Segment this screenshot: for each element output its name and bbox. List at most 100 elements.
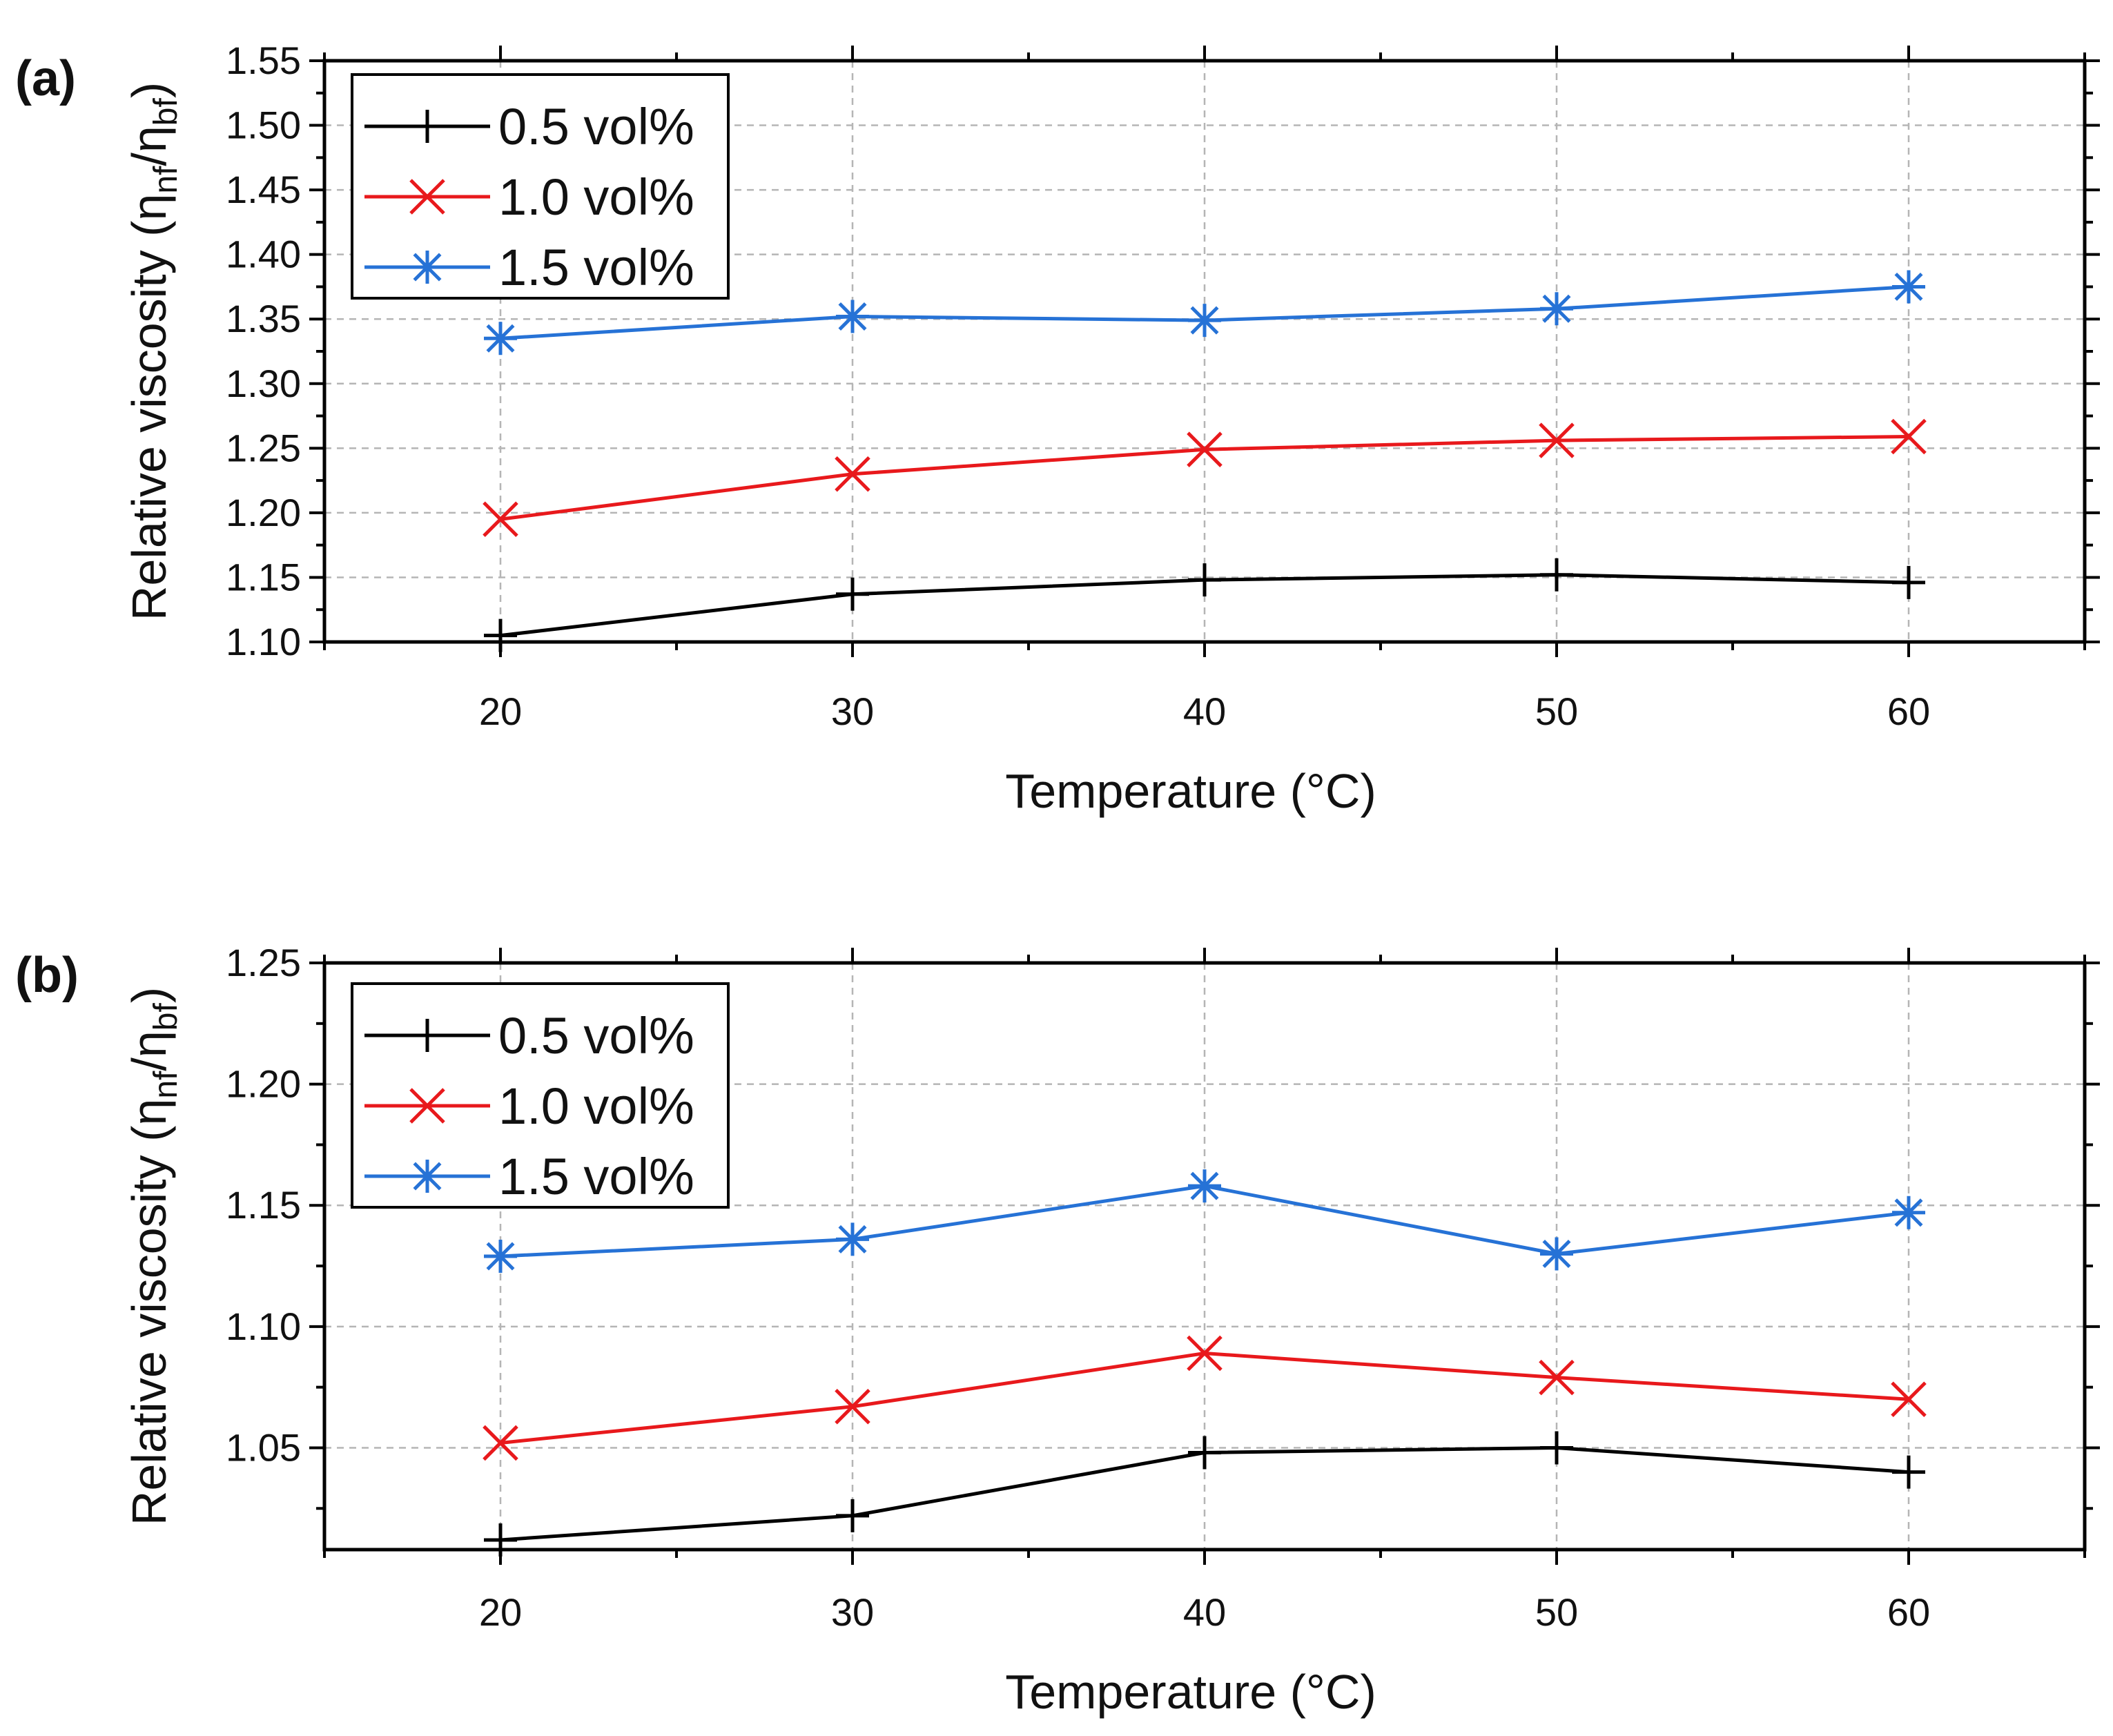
data-point [484,1523,517,1557]
x-tick-label: 50 [1535,690,1578,733]
data-point [1891,1381,1927,1417]
data-point [483,1425,518,1461]
x-marker-stroke-2 [1539,422,1575,458]
y-tick-label: 1.15 [226,1183,301,1227]
legend: 0.5 vol% 1.0 vol% 1.5 vol% [351,73,730,300]
y-axis-title-subscript: nf [148,166,184,194]
series-0 [484,558,1925,652]
y-axis-title-part: ) [122,987,176,1003]
y-tick-label: 1.25 [226,941,301,984]
y-axis-title-part: /η [122,126,176,166]
legend-label: 1.5 vol% [498,1148,694,1205]
x-axis-title: Temperature (°C) [1005,1665,1376,1719]
x-tick-label: 60 [1887,690,1930,733]
axes-frame [322,59,2087,644]
legend-marker [411,1019,444,1052]
legend-item: 1.0 vol% [364,168,694,226]
x-tick-label: 30 [831,690,874,733]
data-point [1892,270,1925,304]
x-axis-title: Temperature (°C) [1005,764,1376,818]
legend-box [351,982,730,1209]
y-axis-title-part: /η [122,1031,176,1071]
x-marker-stroke-2 [409,1088,445,1124]
y-tick-label: 1.45 [226,168,301,211]
legend-label: 0.5 vol% [498,1007,694,1064]
series-2 [484,270,1925,355]
y-tick-label: 1.10 [226,620,301,663]
tick-marks [309,948,2100,1565]
legend-marker [409,1088,445,1124]
y-tick-labels: 1.10 1.15 1.20 1.25 1.30 1.35 1.40 1.45 1.50 1.55 [226,39,301,663]
legend-item: 1.5 vol% [364,239,694,296]
x-tick-label: 20 [479,690,522,733]
star-marker-d2 [486,324,515,353]
x-tick-labels: 20 30 40 50 60 [479,1590,1930,1634]
data-point [484,322,517,355]
data-point [1187,1335,1223,1372]
star-marker-d2 [1894,272,1923,301]
x-marker-stroke-2 [835,456,870,492]
data-point [1188,563,1221,597]
plot-area [483,1169,1927,1557]
legend-label: 1.5 vol% [498,239,694,296]
star-marker-d2 [1542,294,1571,323]
data-point [836,1222,869,1256]
grid-lines [324,61,2085,642]
y-tick-label: 1.10 [226,1305,301,1348]
y-tick-label: 1.25 [226,426,301,469]
star-marker-d2 [413,253,442,282]
y-axis-title-subscript: bf [148,98,184,126]
y-axis-title-part: Relative viscosity (η [122,1099,176,1526]
y-axis-title-subscript: nf [148,1071,184,1099]
star-marker-d2 [486,1242,515,1271]
series-0 [484,1431,1925,1557]
star-marker-d2 [1894,1198,1923,1227]
data-point [1891,418,1927,455]
data-point [483,501,518,538]
plot-area [483,270,1927,652]
data-point [836,1499,869,1532]
star-marker-d2 [1190,1171,1219,1200]
legend-item: 1.0 vol% [364,1077,694,1135]
data-point [1188,1436,1221,1470]
y-tick-labels: 1.05 1.10 1.15 1.20 1.25 [226,941,301,1469]
x-tick-label: 40 [1183,690,1226,733]
data-point [1892,1196,1925,1229]
data-point [484,1240,517,1273]
y-tick-label: 1.35 [226,297,301,340]
y-axis-title: Relative viscosity (ηnf/ηbf) [122,987,184,1525]
data-point [836,577,869,611]
chart-panel-a: (a) 20 30 40 50 60 1.10 1.15 1.20 1.25 1.30 1.35 1.4… [15,39,2100,818]
x-marker-stroke-2 [409,179,445,215]
data-point [1539,1359,1575,1396]
y-axis-title-part: Relative viscosity (η [122,194,176,621]
data-point [1187,431,1223,467]
x-marker-stroke-2 [1187,1335,1223,1372]
data-point [835,456,870,492]
legend-marker [409,179,445,215]
y-tick-label: 1.05 [226,1425,301,1469]
y-axis-title-part: ) [122,82,176,98]
y-axis-title: Relative viscosity (ηnf/ηbf) [122,82,184,621]
y-tick-label: 1.20 [226,491,301,534]
star-marker-d2 [1542,1239,1571,1268]
legend-label: 1.0 vol% [498,168,694,226]
x-tick-labels: 20 30 40 50 60 [479,690,1930,733]
star-marker-d2 [413,1162,442,1191]
data-point [836,300,869,333]
y-tick-label: 1.40 [226,233,301,276]
data-point [1540,558,1573,592]
legend-label: 1.0 vol% [498,1077,694,1135]
data-point [1539,422,1575,458]
x-tick-label: 60 [1887,1590,1930,1634]
data-point [1892,1455,1925,1489]
y-tick-label: 1.50 [226,104,301,147]
legend: 0.5 vol% 1.0 vol% 1.5 vol% [351,982,730,1209]
data-point [1540,1237,1573,1271]
x-marker-stroke-2 [1891,1381,1927,1417]
x-tick-label: 30 [831,1590,874,1634]
axes-frame [322,961,2087,1552]
star-marker-d2 [1190,306,1219,335]
legend-item: 0.5 vol% [364,1007,694,1064]
